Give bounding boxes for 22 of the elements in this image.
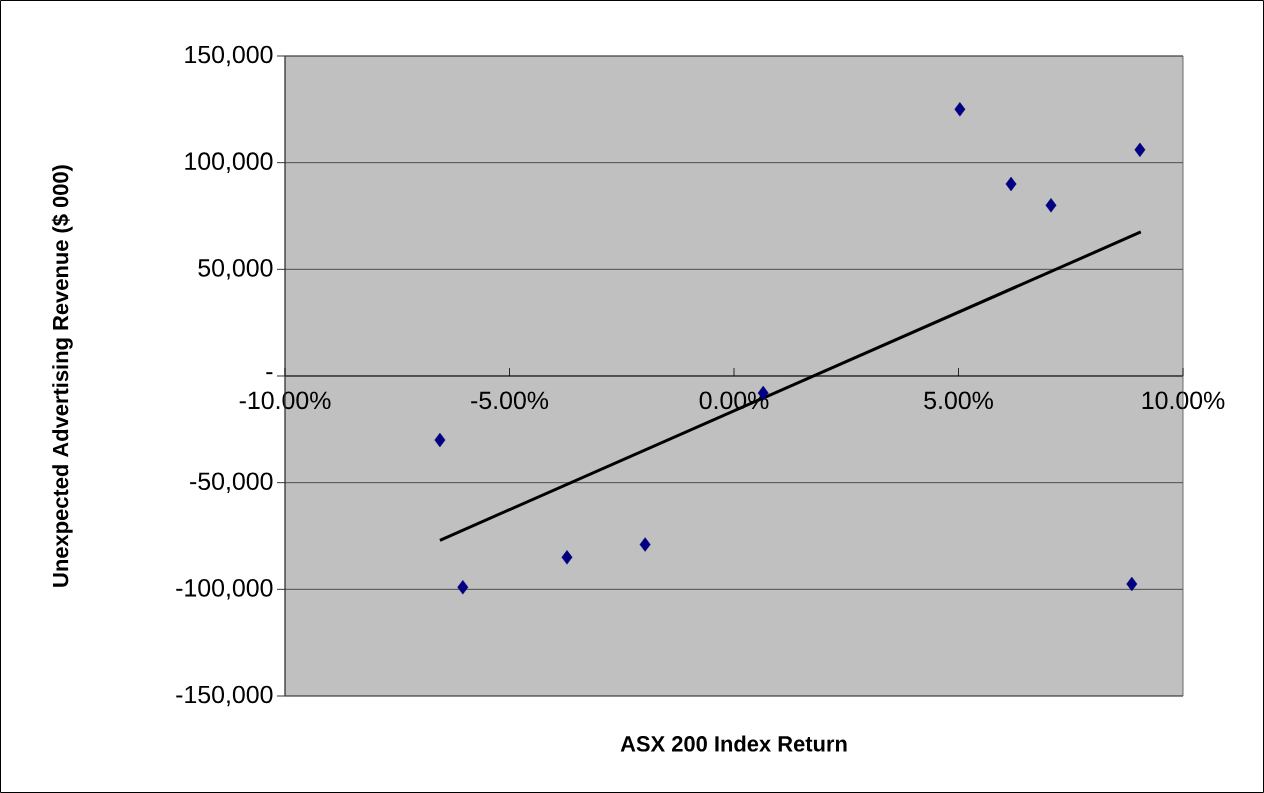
y-tick-label: 50,000 (198, 259, 273, 280)
x-tick-label: 5.00% (924, 391, 993, 410)
x-tick-label: 10.00% (1142, 391, 1225, 410)
x-tick-label: -10.00% (239, 391, 331, 410)
y-tick-label: -100,000 (176, 579, 273, 600)
point (1005, 176, 1017, 192)
point (639, 537, 651, 552)
point (561, 550, 573, 565)
point (1045, 198, 1057, 213)
point (954, 102, 966, 117)
y-axis-title: Unexpected Advertising Revenue ($ 000) (51, 165, 73, 587)
point (1134, 142, 1146, 158)
point (1126, 576, 1138, 592)
y-tick-label: 150,000 (185, 45, 273, 67)
x-tick-label: -5.00% (471, 391, 549, 410)
y-tick-label: -50,000 (190, 472, 273, 493)
point (434, 432, 446, 448)
y-tick-label: 100,000 (185, 152, 273, 173)
point (457, 580, 469, 595)
y-tick-label: - (266, 372, 273, 375)
y-tick-label: -150,000 (176, 685, 273, 707)
x-axis-title: ASX 200 Index Return (620, 735, 847, 752)
